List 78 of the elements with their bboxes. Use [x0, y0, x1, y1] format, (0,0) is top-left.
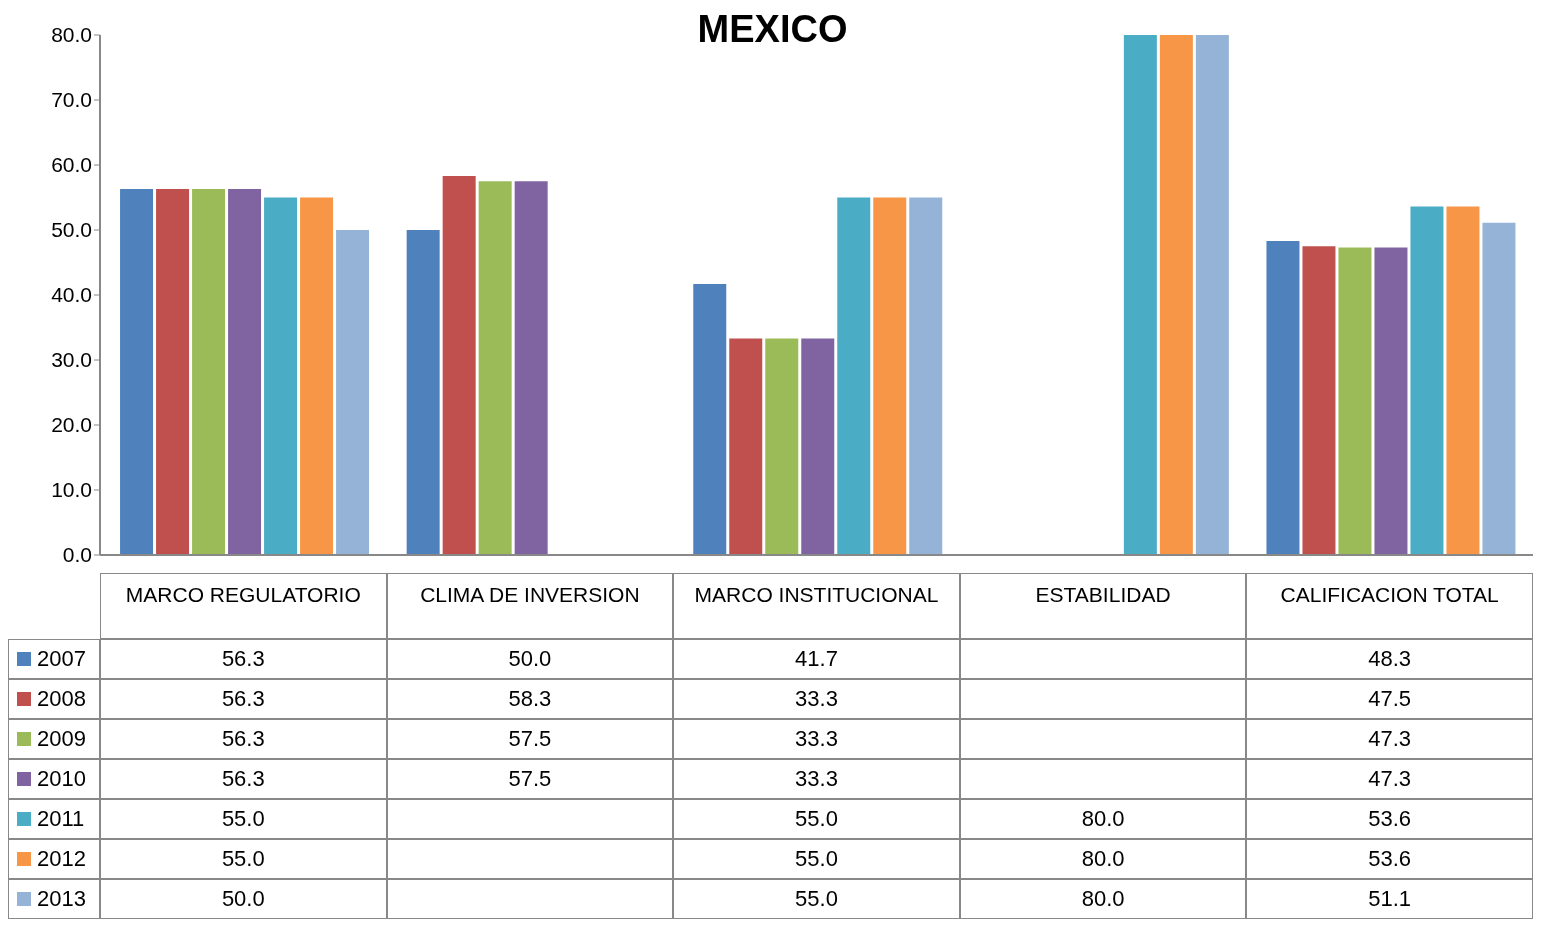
bar — [1482, 222, 1516, 555]
data-label: 55.0 — [673, 879, 960, 919]
data-label: 56.3 — [100, 719, 387, 759]
bar — [120, 189, 154, 555]
data-label: 55.0 — [100, 839, 387, 879]
y-tick-label: 20.0 — [51, 413, 92, 437]
data-label: 53.6 — [1246, 799, 1533, 839]
bar — [909, 197, 943, 555]
bar — [300, 197, 334, 555]
bar — [1374, 247, 1408, 555]
x-tick-label: ESTABILIDAD — [959, 573, 1247, 639]
legend-label: 2011 — [37, 806, 85, 832]
data-label: 55.0 — [673, 839, 960, 879]
bar — [1410, 206, 1444, 555]
x-tick-label: CLIMA DE INVERSION — [386, 573, 674, 639]
data-label: 56.3 — [100, 759, 387, 799]
y-tick-label: 70.0 — [51, 88, 92, 112]
legend-label: 2009 — [37, 726, 86, 752]
data-label: 80.0 — [959, 799, 1247, 839]
bar — [1159, 35, 1193, 555]
legend-label: 2013 — [37, 886, 86, 912]
bar — [765, 338, 799, 555]
data-label: 58.3 — [386, 679, 674, 719]
data-label: 48.3 — [1246, 639, 1533, 679]
data-label: 80.0 — [959, 879, 1247, 919]
data-label: 51.1 — [1246, 879, 1533, 919]
data-label: 57.5 — [386, 719, 674, 759]
legend-label: 2008 — [37, 686, 86, 712]
bar — [1302, 246, 1336, 555]
data-label: 57.5 — [386, 759, 674, 799]
bar — [264, 197, 298, 555]
data-label: 50.0 — [100, 879, 387, 919]
y-tick-label: 80.0 — [51, 23, 92, 47]
bar — [1195, 35, 1229, 555]
bar — [1446, 206, 1480, 555]
x-tick-label: MARCO REGULATORIO — [100, 573, 387, 639]
data-label: 56.3 — [100, 679, 387, 719]
bar — [336, 230, 370, 555]
data-label: 47.3 — [1246, 759, 1533, 799]
data-label: 33.3 — [673, 719, 960, 759]
y-tick-label: 40.0 — [51, 283, 92, 307]
x-tick-label: CALIFICACION TOTAL — [1246, 573, 1533, 639]
bar — [478, 181, 512, 555]
data-label: 56.3 — [100, 639, 387, 679]
bar — [801, 338, 835, 555]
bar — [406, 230, 440, 555]
bar — [514, 181, 548, 555]
bar — [837, 197, 871, 555]
legend-label: 2010 — [37, 766, 86, 792]
data-label: 47.3 — [1246, 719, 1533, 759]
data-label: 80.0 — [959, 839, 1247, 879]
y-tick-label: 30.0 — [51, 348, 92, 372]
data-label: 55.0 — [673, 799, 960, 839]
data-label: 47.5 — [1246, 679, 1533, 719]
x-tick-label: MARCO INSTITUCIONAL — [673, 573, 960, 639]
y-tick-label: 0.0 — [62, 543, 92, 567]
bar — [442, 176, 476, 555]
bar — [693, 283, 727, 555]
data-label: 41.7 — [673, 639, 960, 679]
legend-label: 2007 — [37, 646, 86, 672]
bar — [1266, 241, 1300, 555]
bar — [192, 189, 226, 555]
bar — [873, 197, 907, 555]
y-tick-label: 50.0 — [51, 218, 92, 242]
legend-label: 2012 — [37, 846, 86, 872]
bar — [729, 338, 763, 555]
data-label: 33.3 — [673, 759, 960, 799]
bar — [228, 189, 262, 555]
data-label: 55.0 — [100, 799, 387, 839]
chart-title: MEXICO — [697, 8, 848, 50]
data-label: 33.3 — [673, 679, 960, 719]
data-label: 53.6 — [1246, 839, 1533, 879]
y-tick-label: 60.0 — [51, 153, 92, 177]
bar — [1123, 35, 1157, 555]
y-tick-label: 10.0 — [51, 478, 92, 502]
bar — [156, 189, 190, 555]
data-label: 50.0 — [386, 639, 674, 679]
bar — [1338, 247, 1372, 555]
